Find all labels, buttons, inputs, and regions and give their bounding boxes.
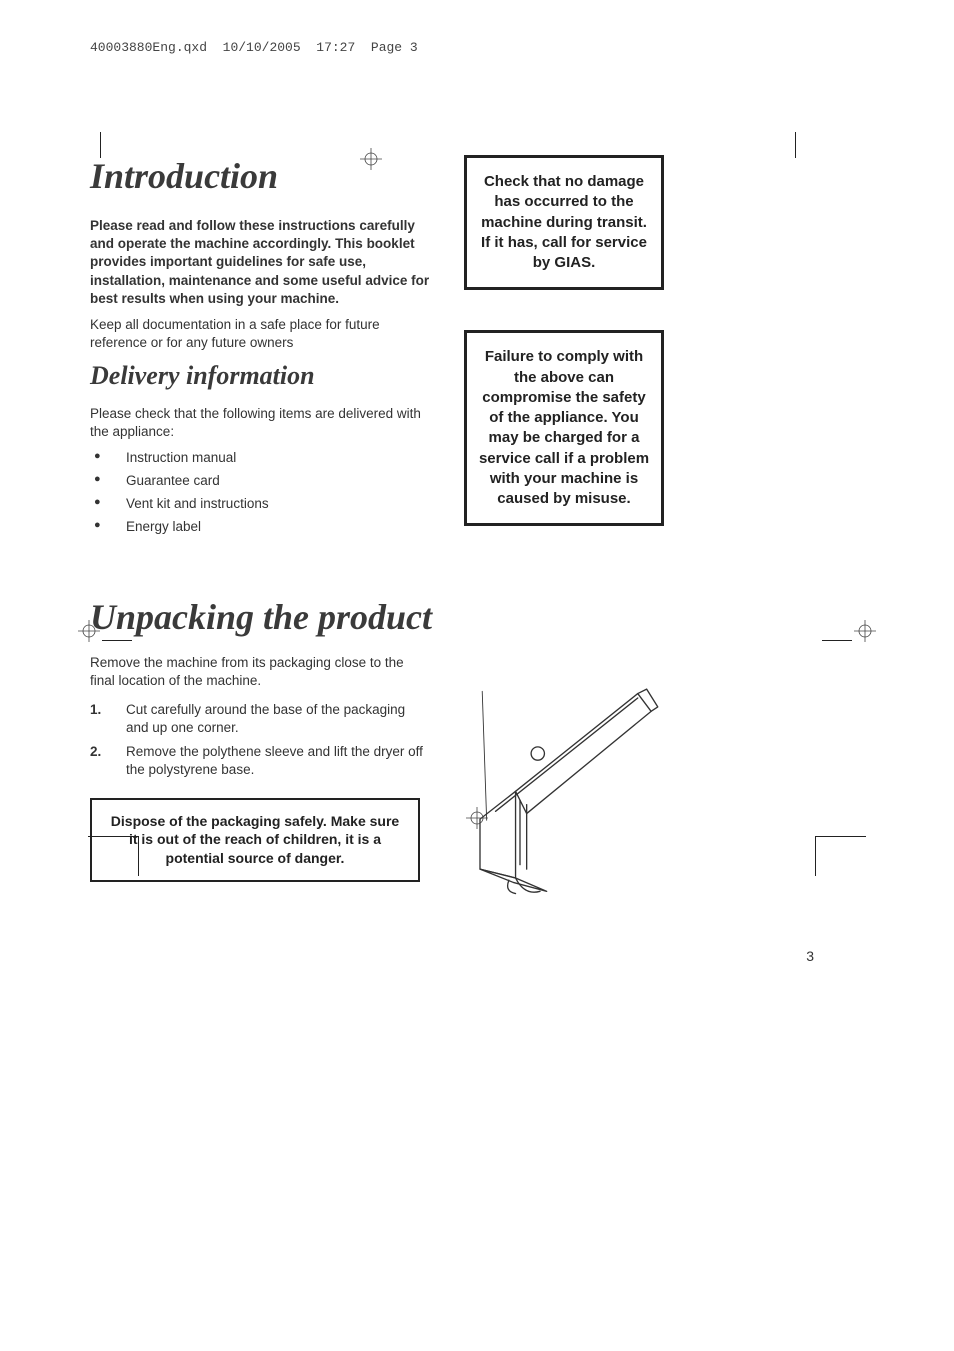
list-item: Guarantee card xyxy=(90,472,430,491)
step-number: 1. xyxy=(90,701,126,737)
intro-left-column: Introduction Please read and follow thes… xyxy=(90,155,430,541)
header-page-label: Page 3 xyxy=(371,40,418,55)
intro-bold-paragraph: Please read and follow these instruction… xyxy=(90,217,430,308)
page: 40003880Eng.qxd 10/10/2005 17:27 Page 3 … xyxy=(0,0,954,1024)
intro-section: Introduction Please read and follow thes… xyxy=(90,155,864,566)
notice-text: Failure to comply with the above can com… xyxy=(477,347,651,509)
unpacking-heading: Unpacking the product xyxy=(90,596,864,638)
step-number: 2. xyxy=(90,743,126,779)
list-item: Instruction manual xyxy=(90,449,430,468)
list-item: 1. Cut carefully around the base of the … xyxy=(90,701,430,737)
list-item: Vent kit and instructions xyxy=(90,495,430,514)
delivery-paragraph: Please check that the following items ar… xyxy=(90,405,430,441)
crop-mark-icon xyxy=(822,640,852,641)
header-time: 17:27 xyxy=(316,40,355,55)
content-area: Introduction Please read and follow thes… xyxy=(90,155,864,964)
dispose-warning-box: Dispose of the packaging safely. Make su… xyxy=(90,798,420,883)
packaging-illustration-icon xyxy=(460,658,660,902)
unpacking-section: Remove the machine from its packaging cl… xyxy=(90,654,864,907)
notice-box-damage: Check that no damage has occurred to the… xyxy=(464,155,664,290)
notice-box-compliance: Failure to comply with the above can com… xyxy=(464,330,664,526)
notice-column: Check that no damage has occurred to the… xyxy=(464,155,664,566)
registration-mark-icon xyxy=(466,807,488,829)
list-item: Energy label xyxy=(90,518,430,537)
crop-mark-icon xyxy=(102,640,132,641)
unpacking-left-column: Remove the machine from its packaging cl… xyxy=(90,654,430,882)
delivery-item-list: Instruction manual Guarantee card Vent k… xyxy=(90,449,430,537)
registration-mark-icon xyxy=(78,620,100,642)
step-text: Remove the polythene sleeve and lift the… xyxy=(126,743,430,779)
delivery-heading: Delivery information xyxy=(90,361,430,391)
unpacking-steps-list: 1. Cut carefully around the base of the … xyxy=(90,701,430,780)
header-filename: 40003880Eng.qxd xyxy=(90,40,207,55)
registration-mark-icon xyxy=(854,620,876,642)
dispose-text: Dispose of the packaging safely. Make su… xyxy=(106,812,404,869)
unpacking-paragraph: Remove the machine from its packaging cl… xyxy=(90,654,430,690)
print-header: 40003880Eng.qxd 10/10/2005 17:27 Page 3 xyxy=(90,40,864,55)
unpacking-illustration xyxy=(460,654,660,907)
intro-heading: Introduction xyxy=(90,155,430,197)
step-text: Cut carefully around the base of the pac… xyxy=(126,701,430,737)
notice-text: Check that no damage has occurred to the… xyxy=(477,172,651,273)
page-number: 3 xyxy=(90,948,864,964)
list-item: 2. Remove the polythene sleeve and lift … xyxy=(90,743,430,779)
header-date: 10/10/2005 xyxy=(223,40,301,55)
intro-paragraph: Keep all documentation in a safe place f… xyxy=(90,316,430,352)
